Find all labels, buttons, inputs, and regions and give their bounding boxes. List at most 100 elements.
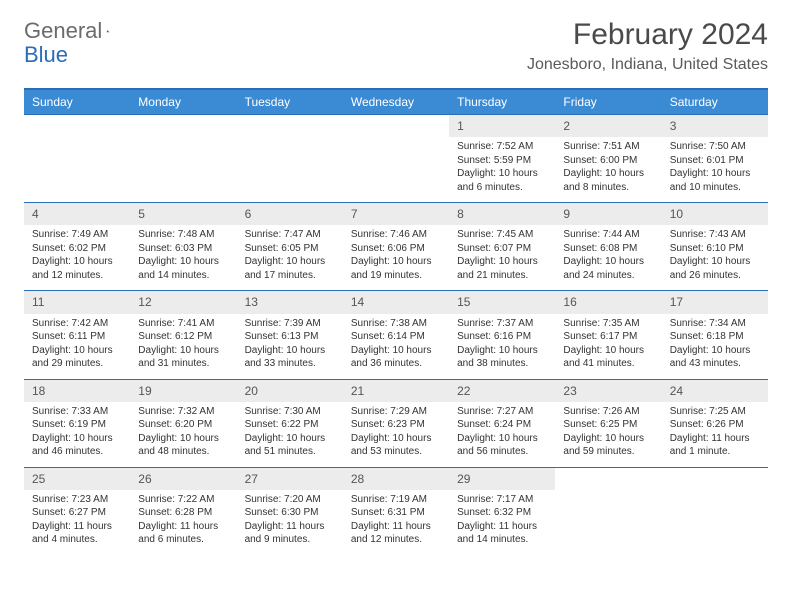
day-number: 26	[130, 468, 236, 490]
brand-text-blue: Blue	[24, 42, 68, 68]
day-number: 10	[662, 203, 768, 225]
day-content: Sunrise: 7:35 AMSunset: 6:17 PMDaylight:…	[555, 314, 661, 379]
location-text: Jonesboro, Indiana, United States	[527, 56, 768, 74]
sunrise-line: Sunrise: 7:32 AM	[138, 405, 228, 419]
day-number: 21	[343, 380, 449, 402]
sunrise-line: Sunrise: 7:38 AM	[351, 317, 441, 331]
daylight-line: Daylight: 10 hours and 33 minutes.	[245, 344, 335, 371]
sunset-line: Sunset: 6:24 PM	[457, 418, 547, 432]
sunrise-line: Sunrise: 7:19 AM	[351, 493, 441, 507]
sunset-line: Sunset: 6:02 PM	[32, 242, 122, 256]
sunset-line: Sunset: 6:03 PM	[138, 242, 228, 256]
sunrise-line: Sunrise: 7:37 AM	[457, 317, 547, 331]
day-content: Sunrise: 7:23 AMSunset: 6:27 PMDaylight:…	[24, 490, 130, 555]
sunrise-line: Sunrise: 7:43 AM	[670, 228, 760, 242]
day-header: Friday	[555, 89, 661, 115]
sunset-line: Sunset: 6:28 PM	[138, 506, 228, 520]
day-header: Wednesday	[343, 89, 449, 115]
calendar-day: 17Sunrise: 7:34 AMSunset: 6:18 PMDayligh…	[662, 291, 768, 379]
day-number: 20	[237, 380, 343, 402]
calendar-day: 14Sunrise: 7:38 AMSunset: 6:14 PMDayligh…	[343, 291, 449, 379]
day-number: 24	[662, 380, 768, 402]
daylight-line: Daylight: 10 hours and 51 minutes.	[245, 432, 335, 459]
daylight-line: Daylight: 10 hours and 26 minutes.	[670, 255, 760, 282]
calendar-day	[130, 115, 236, 203]
day-number: 25	[24, 468, 130, 490]
calendar-day: 24Sunrise: 7:25 AMSunset: 6:26 PMDayligh…	[662, 379, 768, 467]
day-content: Sunrise: 7:19 AMSunset: 6:31 PMDaylight:…	[343, 490, 449, 555]
day-content: Sunrise: 7:38 AMSunset: 6:14 PMDaylight:…	[343, 314, 449, 379]
daylight-line: Daylight: 10 hours and 10 minutes.	[670, 167, 760, 194]
day-number: 15	[449, 291, 555, 313]
calendar-day	[237, 115, 343, 203]
day-content: Sunrise: 7:17 AMSunset: 6:32 PMDaylight:…	[449, 490, 555, 555]
daylight-line: Daylight: 10 hours and 17 minutes.	[245, 255, 335, 282]
day-content: Sunrise: 7:44 AMSunset: 6:08 PMDaylight:…	[555, 225, 661, 290]
calendar-day: 26Sunrise: 7:22 AMSunset: 6:28 PMDayligh…	[130, 467, 236, 555]
daylight-line: Daylight: 10 hours and 31 minutes.	[138, 344, 228, 371]
daylight-line: Daylight: 10 hours and 38 minutes.	[457, 344, 547, 371]
day-number: 28	[343, 468, 449, 490]
day-number: 2	[555, 115, 661, 137]
sunset-line: Sunset: 6:27 PM	[32, 506, 122, 520]
day-content: Sunrise: 7:48 AMSunset: 6:03 PMDaylight:…	[130, 225, 236, 290]
calendar-day: 3Sunrise: 7:50 AMSunset: 6:01 PMDaylight…	[662, 115, 768, 203]
day-number: 16	[555, 291, 661, 313]
day-header: Thursday	[449, 89, 555, 115]
day-number: 3	[662, 115, 768, 137]
day-header: Monday	[130, 89, 236, 115]
calendar-week: 11Sunrise: 7:42 AMSunset: 6:11 PMDayligh…	[24, 291, 768, 379]
calendar-week: 1Sunrise: 7:52 AMSunset: 5:59 PMDaylight…	[24, 115, 768, 203]
sunset-line: Sunset: 5:59 PM	[457, 154, 547, 168]
sunrise-line: Sunrise: 7:44 AM	[563, 228, 653, 242]
sunrise-line: Sunrise: 7:39 AM	[245, 317, 335, 331]
day-number: 4	[24, 203, 130, 225]
day-number: 8	[449, 203, 555, 225]
page-header: General February 2024 Jonesboro, Indiana…	[24, 18, 768, 74]
day-content: Sunrise: 7:20 AMSunset: 6:30 PMDaylight:…	[237, 490, 343, 555]
sunset-line: Sunset: 6:31 PM	[351, 506, 441, 520]
daylight-line: Daylight: 10 hours and 48 minutes.	[138, 432, 228, 459]
calendar-day: 18Sunrise: 7:33 AMSunset: 6:19 PMDayligh…	[24, 379, 130, 467]
calendar-day: 1Sunrise: 7:52 AMSunset: 5:59 PMDaylight…	[449, 115, 555, 203]
title-block: February 2024 Jonesboro, Indiana, United…	[527, 18, 768, 74]
sunset-line: Sunset: 6:22 PM	[245, 418, 335, 432]
day-content: Sunrise: 7:41 AMSunset: 6:12 PMDaylight:…	[130, 314, 236, 379]
calendar-day: 16Sunrise: 7:35 AMSunset: 6:17 PMDayligh…	[555, 291, 661, 379]
calendar-day	[555, 467, 661, 555]
sunrise-line: Sunrise: 7:45 AM	[457, 228, 547, 242]
sunrise-line: Sunrise: 7:25 AM	[670, 405, 760, 419]
sunset-line: Sunset: 6:10 PM	[670, 242, 760, 256]
calendar-day	[662, 467, 768, 555]
day-number: 13	[237, 291, 343, 313]
sunset-line: Sunset: 6:30 PM	[245, 506, 335, 520]
day-number: 29	[449, 468, 555, 490]
day-number: 18	[24, 380, 130, 402]
calendar-day: 7Sunrise: 7:46 AMSunset: 6:06 PMDaylight…	[343, 203, 449, 291]
daylight-line: Daylight: 10 hours and 56 minutes.	[457, 432, 547, 459]
daylight-line: Daylight: 10 hours and 59 minutes.	[563, 432, 653, 459]
calendar-day: 28Sunrise: 7:19 AMSunset: 6:31 PMDayligh…	[343, 467, 449, 555]
day-content: Sunrise: 7:22 AMSunset: 6:28 PMDaylight:…	[130, 490, 236, 555]
calendar-table: SundayMondayTuesdayWednesdayThursdayFrid…	[24, 88, 768, 555]
day-header: Tuesday	[237, 89, 343, 115]
calendar-day	[24, 115, 130, 203]
sunrise-line: Sunrise: 7:35 AM	[563, 317, 653, 331]
brand-logo: General	[24, 18, 130, 44]
calendar-day: 20Sunrise: 7:30 AMSunset: 6:22 PMDayligh…	[237, 379, 343, 467]
day-content: Sunrise: 7:33 AMSunset: 6:19 PMDaylight:…	[24, 402, 130, 467]
sunrise-line: Sunrise: 7:49 AM	[32, 228, 122, 242]
day-number: 12	[130, 291, 236, 313]
daylight-line: Daylight: 11 hours and 12 minutes.	[351, 520, 441, 547]
day-number: 22	[449, 380, 555, 402]
calendar-day: 5Sunrise: 7:48 AMSunset: 6:03 PMDaylight…	[130, 203, 236, 291]
calendar-week: 25Sunrise: 7:23 AMSunset: 6:27 PMDayligh…	[24, 467, 768, 555]
sunrise-line: Sunrise: 7:20 AM	[245, 493, 335, 507]
sunrise-line: Sunrise: 7:51 AM	[563, 140, 653, 154]
daylight-line: Daylight: 10 hours and 24 minutes.	[563, 255, 653, 282]
day-number: 6	[237, 203, 343, 225]
sunrise-line: Sunrise: 7:29 AM	[351, 405, 441, 419]
sunset-line: Sunset: 6:07 PM	[457, 242, 547, 256]
sunset-line: Sunset: 6:12 PM	[138, 330, 228, 344]
sunset-line: Sunset: 6:20 PM	[138, 418, 228, 432]
